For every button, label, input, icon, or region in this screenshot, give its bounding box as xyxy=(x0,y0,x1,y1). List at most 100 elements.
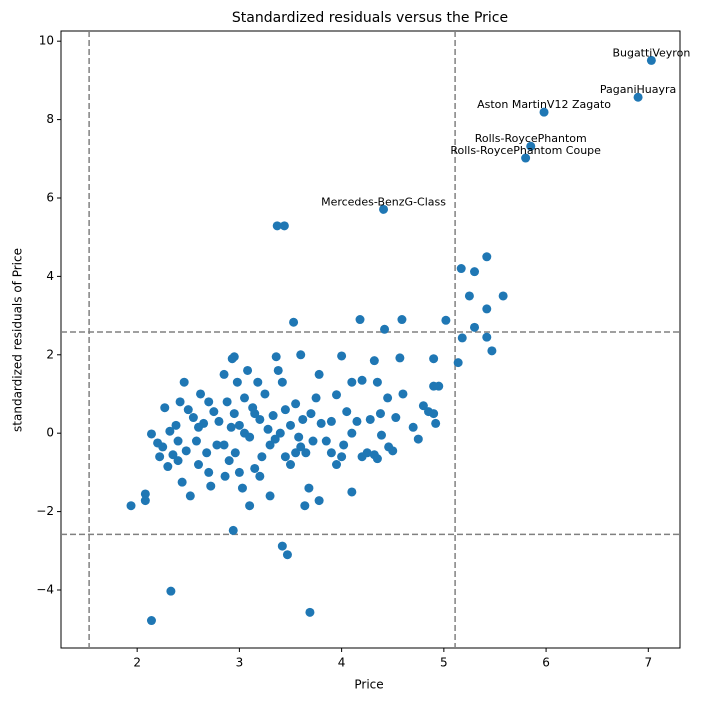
annotation: Aston MartinV12 Zagato xyxy=(477,98,611,111)
point xyxy=(245,501,255,511)
point xyxy=(306,409,316,419)
point xyxy=(202,448,212,458)
point xyxy=(291,399,301,409)
point xyxy=(347,428,357,438)
point xyxy=(357,375,367,385)
point xyxy=(304,483,314,493)
point xyxy=(347,377,357,387)
point xyxy=(250,409,260,419)
point xyxy=(376,430,386,440)
point xyxy=(308,436,318,446)
point xyxy=(270,434,280,444)
point xyxy=(429,381,439,391)
point xyxy=(311,393,321,403)
point xyxy=(372,377,382,387)
point xyxy=(153,438,163,448)
point xyxy=(418,401,428,411)
point xyxy=(271,352,281,362)
point xyxy=(275,428,285,438)
point xyxy=(294,432,304,442)
annotation: Rolls-RoycePhantom Coupe xyxy=(450,144,601,157)
point xyxy=(204,397,214,407)
annotation: PaganiHuayra xyxy=(600,83,676,96)
point xyxy=(171,420,181,430)
point xyxy=(272,221,282,231)
point xyxy=(339,440,349,450)
point xyxy=(453,358,463,368)
point xyxy=(332,460,342,470)
point xyxy=(232,377,242,387)
point xyxy=(175,397,185,407)
point xyxy=(260,389,270,399)
point xyxy=(265,491,275,501)
point xyxy=(237,483,247,493)
annotation: BugattiVeyron xyxy=(612,46,690,59)
point xyxy=(140,496,150,506)
point xyxy=(413,434,423,444)
point xyxy=(240,393,250,403)
point xyxy=(470,322,480,332)
point xyxy=(337,351,347,361)
point xyxy=(431,418,441,428)
point xyxy=(228,525,238,535)
point xyxy=(268,411,278,421)
point xyxy=(280,452,290,462)
annotation: Mercedes-BenzG-Class xyxy=(321,195,446,208)
point xyxy=(305,607,315,617)
point xyxy=(146,429,156,439)
point xyxy=(224,456,234,466)
point xyxy=(646,55,656,65)
point xyxy=(482,332,492,342)
point xyxy=(222,397,232,407)
point xyxy=(300,501,310,511)
point xyxy=(424,407,434,417)
point xyxy=(166,586,176,596)
point xyxy=(380,324,390,334)
point xyxy=(429,354,439,364)
point xyxy=(539,107,549,117)
point xyxy=(397,315,407,325)
point xyxy=(526,141,536,151)
point xyxy=(126,501,136,511)
point xyxy=(163,462,173,472)
point xyxy=(146,616,156,626)
point xyxy=(298,414,308,424)
point xyxy=(482,252,492,262)
point xyxy=(273,365,283,375)
point xyxy=(255,471,265,481)
point xyxy=(229,409,239,419)
y-tick-label: 10 xyxy=(39,34,54,48)
point xyxy=(219,440,229,450)
point xyxy=(204,467,214,477)
annotation: Rolls-RoycePhantom xyxy=(475,132,587,145)
point xyxy=(255,414,265,424)
point xyxy=(193,460,203,470)
point xyxy=(279,221,289,231)
point xyxy=(316,418,326,428)
point xyxy=(219,369,229,379)
point xyxy=(342,407,352,417)
point xyxy=(398,389,408,399)
point xyxy=(326,448,336,458)
point xyxy=(296,442,306,452)
point xyxy=(289,317,299,327)
point xyxy=(470,267,480,277)
point xyxy=(181,446,191,456)
x-tick-label: 5 xyxy=(440,656,448,670)
point xyxy=(282,550,292,560)
point xyxy=(265,440,275,450)
point xyxy=(257,452,267,462)
point xyxy=(384,442,394,452)
point xyxy=(464,291,474,301)
point xyxy=(243,365,253,375)
point xyxy=(314,496,324,506)
point xyxy=(301,448,311,458)
point xyxy=(253,377,263,387)
point xyxy=(212,440,222,450)
point xyxy=(369,356,379,366)
point xyxy=(173,456,183,466)
point xyxy=(379,204,389,214)
x-tick-label: 4 xyxy=(338,656,346,670)
